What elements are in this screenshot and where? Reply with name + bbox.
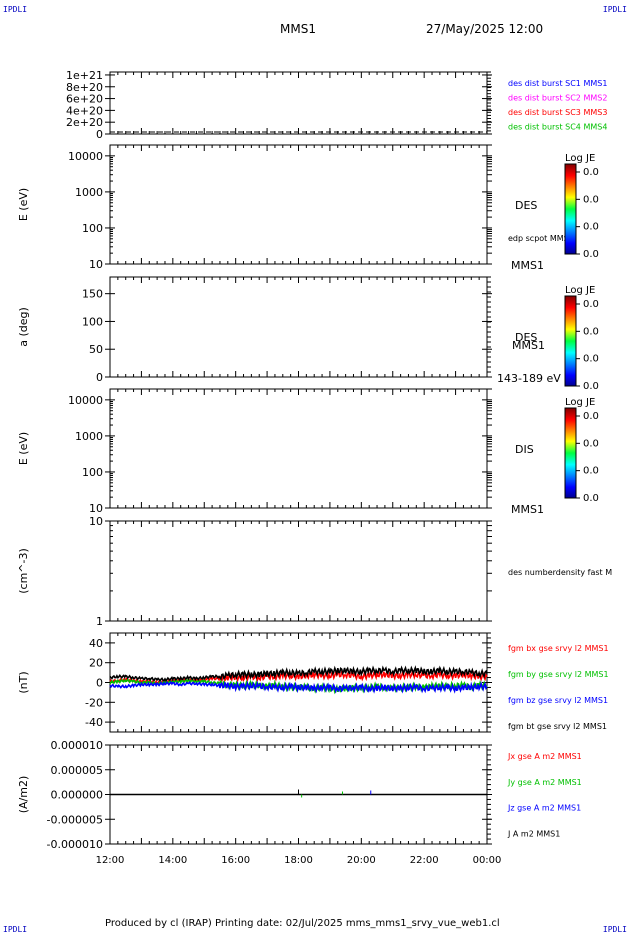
footer-credits: Produced by cl (IRAP) Printing date: 02/…: [105, 918, 500, 929]
p4-ytick-label: 10000: [68, 394, 103, 407]
p6-ytick-label: -40: [85, 716, 103, 729]
p4-colorbar-tick-label: 0.0: [583, 438, 599, 449]
p2-colorbar-tick-label: 0.0: [583, 222, 599, 233]
corner-mark-top-left: IPDLI: [3, 5, 28, 14]
p6-ytick-label: 0: [96, 677, 103, 690]
page-datetime: 27/May/2025 12:00: [426, 22, 544, 36]
p5-legend-entry: des numberdensity fast M: [508, 568, 612, 577]
p1-frame: [109, 71, 488, 135]
p2-ytick-label: 100: [82, 222, 103, 235]
p1-ytick-label: 8e+20: [66, 81, 103, 94]
xaxis-tick-label: 00:00: [473, 855, 502, 866]
p6-ylabel: (nT): [17, 671, 30, 693]
corner-mark-bottom-left: IPDLI: [3, 925, 28, 934]
p6-series-line: [109, 665, 488, 683]
p6-legend-entry: fgm by gse srvy l2 MMS1: [508, 670, 609, 679]
p7-ytick-label: -0.000010: [47, 838, 103, 851]
p3-colorbar-tick-label: 0.0: [583, 326, 599, 337]
p2-colorbar: [564, 163, 577, 255]
p3-right-label: DES: [515, 331, 537, 344]
p4-ytick-label: 100: [82, 466, 103, 479]
p2-right-bottom: MMS1: [511, 259, 544, 272]
p4-colorbar: [564, 407, 577, 499]
p4-colorbar-title: Log JE: [565, 397, 595, 408]
p3-colorbar-title: Log JE: [565, 285, 595, 296]
p7-legend-entry: Jz gse A m2 MMS1: [507, 804, 581, 813]
p5-ytick-label: 1: [96, 615, 103, 628]
corner-mark-top-right: IPDLI: [602, 5, 627, 14]
p1-ytick-label: 0: [96, 128, 103, 141]
p2-ytick-label: 1000: [75, 186, 103, 199]
p1-legend-entry: des dist burst SC4 MMS4: [508, 123, 607, 132]
xaxis-tick-label: 16:00: [221, 855, 250, 866]
p4-right-label: DIS: [515, 443, 534, 456]
p2-colorbar-title: Log JE: [565, 153, 595, 164]
p2-ylabel: E (eV): [17, 188, 30, 221]
p1-legend-entry: des dist burst SC2 MMS2: [508, 94, 607, 103]
p4-colorbar-tick-label: 0.0: [583, 466, 599, 477]
p1-legend-entry: des dist burst SC1 MMS1: [508, 79, 607, 88]
p3-right-bottom: 143-189 eV: [497, 372, 561, 385]
p2-frame: [109, 144, 488, 265]
p7-ytick-label: 0.000000: [51, 789, 104, 802]
p5-ylabel: (cm^-3): [17, 548, 30, 594]
p3-ytick-label: 0: [96, 371, 103, 384]
p1-legend-entry: des dist burst SC3 MMS3: [508, 108, 607, 117]
p6-series-line: [109, 680, 488, 694]
p3-right-sub: MMS1: [512, 339, 545, 352]
p6-ytick-label: 40: [89, 637, 103, 650]
p2-ytick-label: 10000: [68, 150, 103, 163]
p3-colorbar-tick-label: 0.0: [583, 299, 599, 310]
p3-ylabel: a (deg): [17, 307, 30, 347]
p4-right-bottom: MMS1: [511, 503, 544, 516]
page-title: MMS1: [280, 22, 316, 36]
p1-ytick-label: 6e+20: [66, 93, 103, 106]
p2-colorbar-tick-label: 0.0: [583, 249, 599, 260]
p5-frame: [109, 520, 488, 622]
p3-colorbar-tick-label: 0.0: [583, 381, 599, 392]
p3-ytick-label: 50: [89, 343, 103, 356]
p4-colorbar-tick-label: 0.0: [583, 493, 599, 504]
p7-ytick-label: 0.000005: [51, 764, 104, 777]
corner-mark-bottom-right: IPDLI: [602, 925, 627, 934]
p4-frame: [109, 388, 488, 509]
p5-ytick-label: 10: [89, 515, 103, 528]
p3-colorbar-tick-label: 0.0: [583, 354, 599, 365]
p3-frame: [109, 276, 488, 378]
xaxis-tick-label: 12:00: [96, 855, 125, 866]
p2-right-label: DES: [515, 199, 537, 212]
p1-ytick-label: 4e+20: [66, 104, 103, 117]
p3-colorbar: [564, 295, 577, 387]
p6-legend-entry: fgm bz gse srvy l2 MMS1: [508, 696, 608, 705]
xaxis-tick-label: 18:00: [284, 855, 313, 866]
p2-colorbar-tick-label: 0.0: [583, 167, 599, 178]
p4-ytick-label: 10: [89, 502, 103, 515]
p6-ytick-label: 20: [89, 657, 103, 670]
xaxis-tick-label: 20:00: [347, 855, 376, 866]
p7-ytick-label: 0.000010: [51, 739, 104, 752]
p2-ytick-label: 10: [89, 258, 103, 271]
xaxis-tick-label: 14:00: [158, 855, 187, 866]
p7-legend-entry: J A m2 MMS1: [507, 829, 560, 838]
p4-ylabel: E (eV): [17, 432, 30, 465]
p4-colorbar-tick-label: 0.0: [583, 411, 599, 422]
p7-ylabel: (A/m2): [17, 776, 30, 814]
p2-colorbar-tick-label: 0.0: [583, 194, 599, 205]
p6-legend-entry: fgm bx gse srvy l2 MMS1: [508, 644, 609, 653]
p2-right-sub: edp scpot MMS1: [508, 234, 574, 243]
p1-ytick-label: 1e+21: [66, 69, 103, 82]
p7-legend-entry: Jx gse A m2 MMS1: [507, 752, 582, 761]
p7-legend-entry: Jy gse A m2 MMS1: [507, 778, 582, 787]
p4-ytick-label: 1000: [75, 430, 103, 443]
p3-ytick-label: 150: [82, 288, 103, 301]
p7-ytick-label: -0.000005: [47, 813, 103, 826]
xaxis-tick-label: 22:00: [410, 855, 439, 866]
p3-ytick-label: 100: [82, 315, 103, 328]
p6-ytick-label: -20: [85, 696, 103, 709]
p6-legend-entry: fgm bt gse srvy l2 MMS1: [508, 722, 607, 731]
p1-ytick-label: 2e+20: [66, 116, 103, 129]
